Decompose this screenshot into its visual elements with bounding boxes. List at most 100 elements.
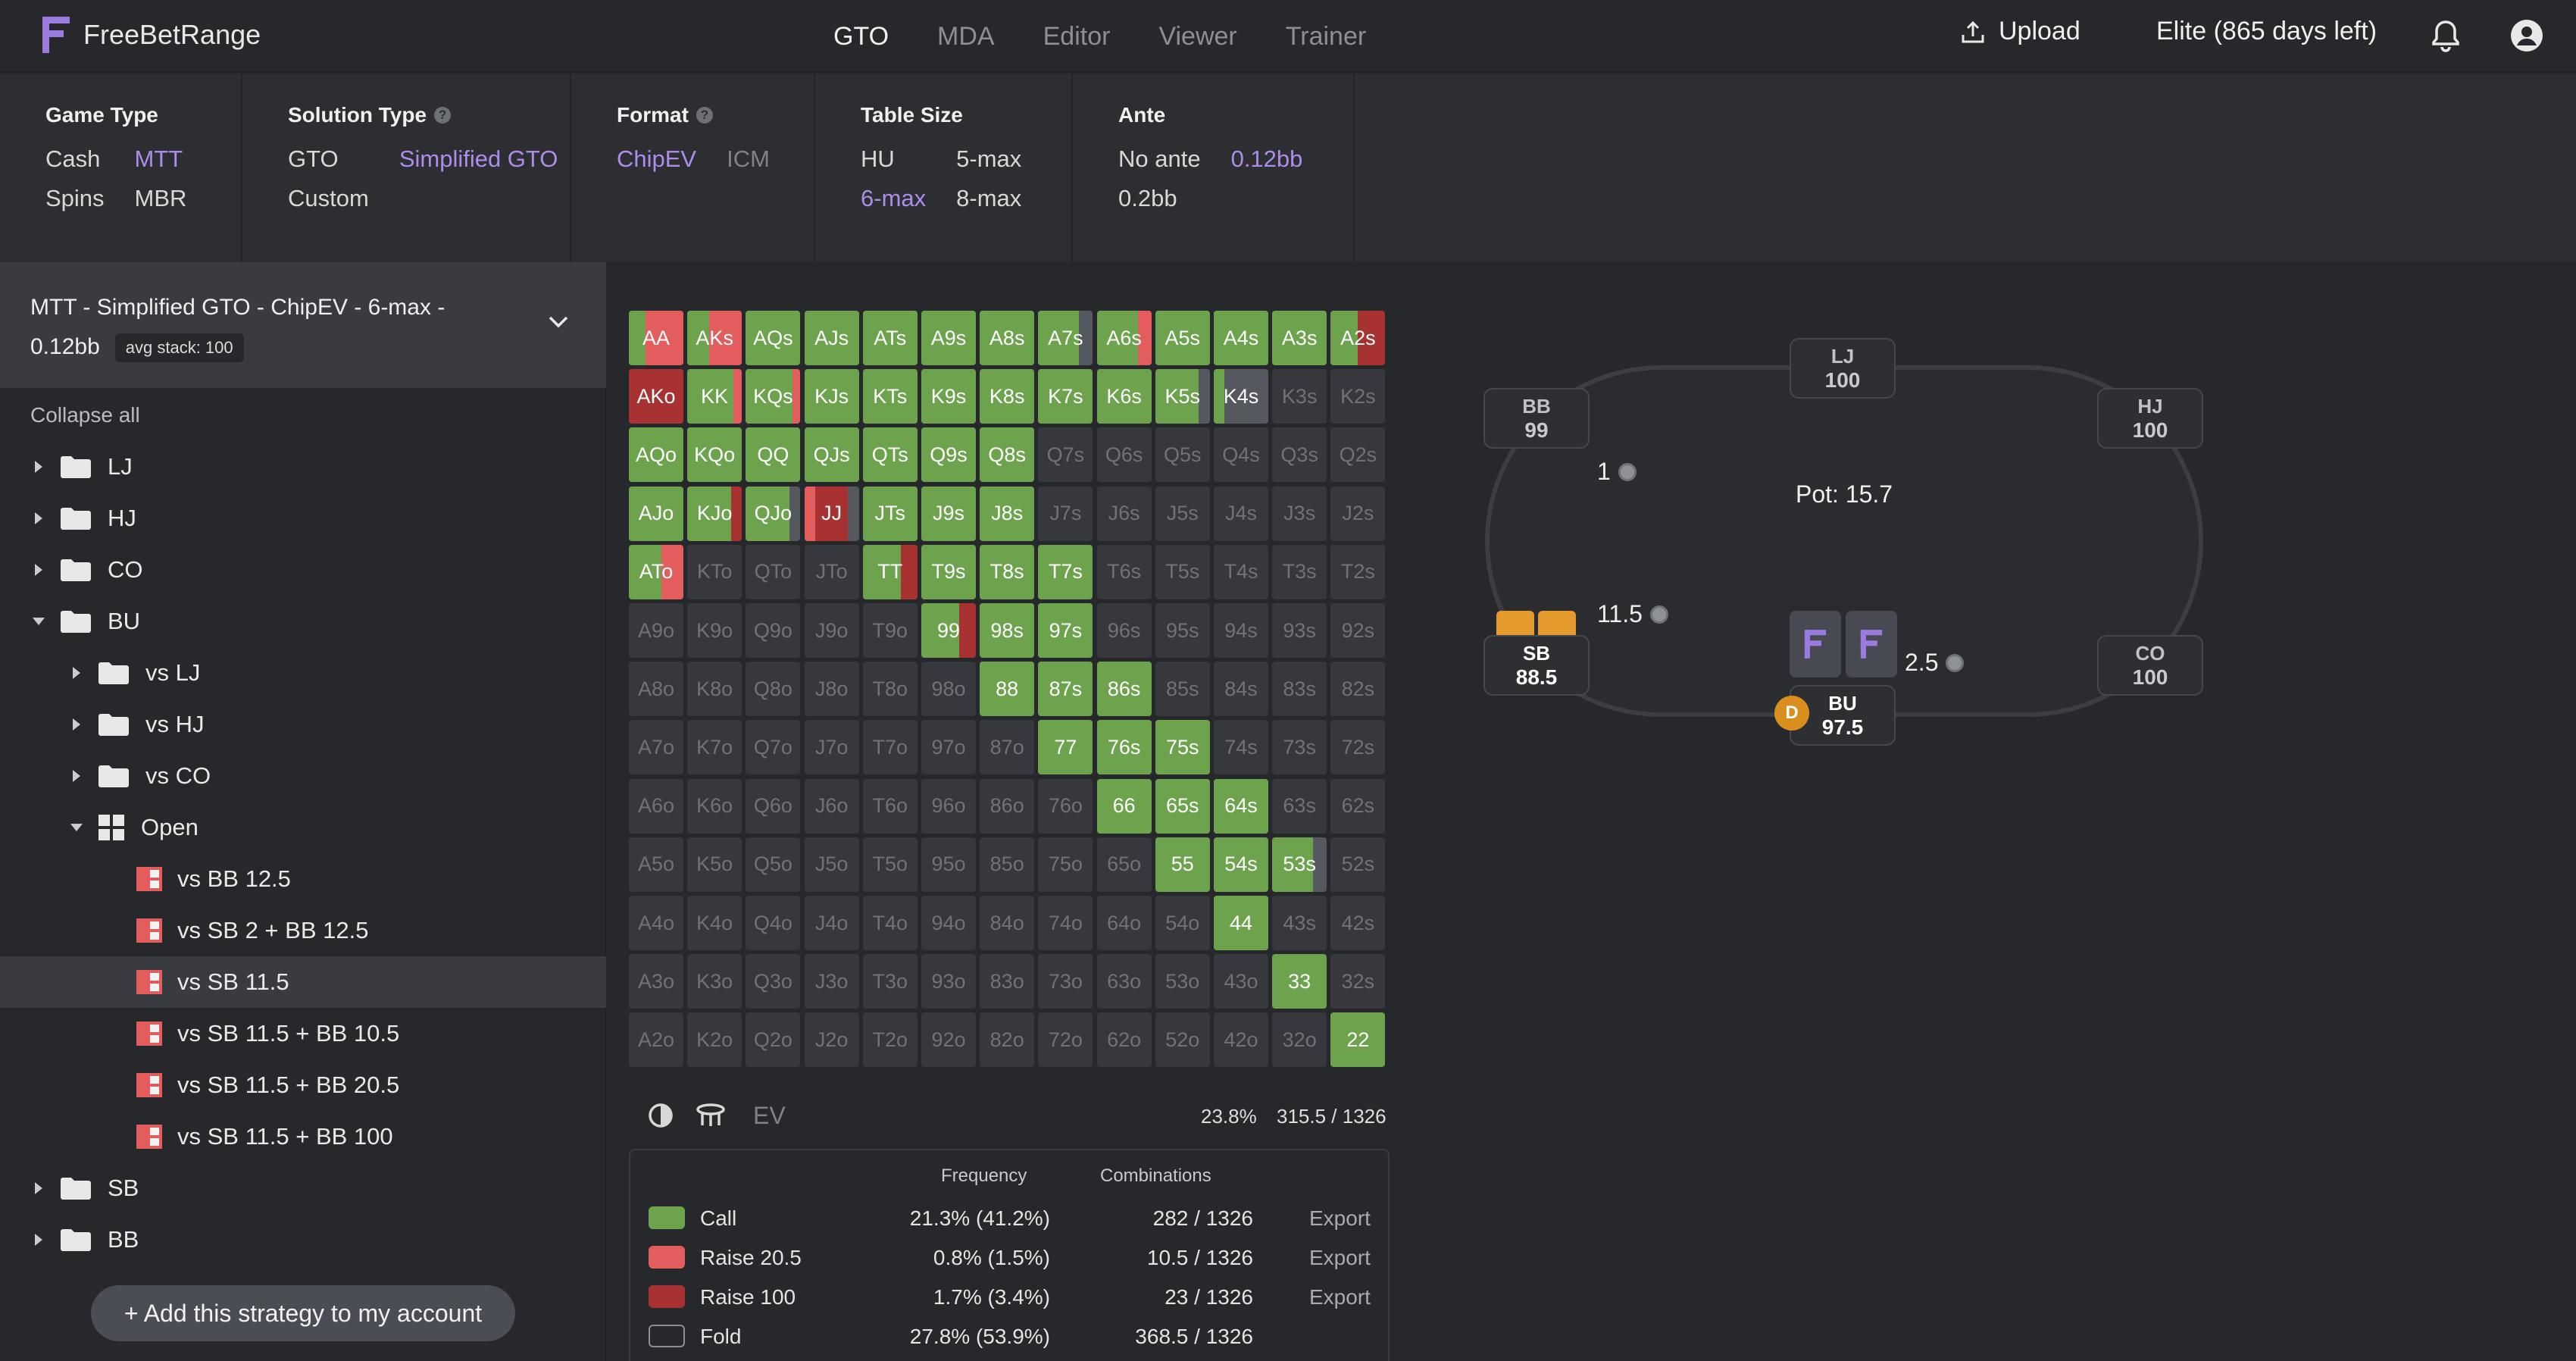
tree-node-vs-sb-11-5-bb-100[interactable]: vs SB 11.5 + BB 100 — [0, 1111, 606, 1162]
hand-cell-92o[interactable]: 92o — [921, 1012, 976, 1068]
hand-cell-a3s[interactable]: A3s — [1272, 311, 1327, 365]
hand-cell-k5s[interactable]: K5s — [1155, 369, 1210, 424]
hand-cell-32s[interactable]: 32s — [1330, 954, 1386, 1009]
hand-cell-82o[interactable]: 82o — [980, 1012, 1035, 1068]
hand-cell-62o[interactable]: 62o — [1096, 1012, 1152, 1068]
nav-mda[interactable]: MDA — [937, 21, 995, 51]
hand-cell-ajs[interactable]: AJs — [804, 311, 859, 365]
hand-cell-t9s[interactable]: T9s — [921, 544, 976, 599]
export-button[interactable]: Export — [1309, 1246, 1371, 1269]
user-icon[interactable] — [2509, 18, 2544, 53]
hand-cell-k9o[interactable]: K9o — [687, 603, 742, 658]
hand-cell-t5s[interactable]: T5s — [1155, 544, 1210, 599]
hand-cell-k6s[interactable]: K6s — [1096, 369, 1152, 424]
seat-bu[interactable]: BU 97.5 — [1790, 685, 1896, 746]
hand-cell-k5o[interactable]: K5o — [687, 837, 742, 892]
hand-cell-a9s[interactable]: A9s — [921, 311, 976, 365]
hand-cell-k3o[interactable]: K3o — [687, 954, 742, 1009]
hand-cell-qjs[interactable]: QJs — [804, 427, 859, 483]
hand-cell-j5o[interactable]: J5o — [804, 837, 859, 892]
hand-cell-96s[interactable]: 96s — [1096, 603, 1152, 658]
hand-cell-95s[interactable]: 95s — [1155, 603, 1210, 658]
option-ante-02[interactable]: 0.2bb — [1118, 185, 1177, 211]
option-ante-012[interactable]: 0.12bb — [1230, 145, 1303, 172]
nav-viewer[interactable]: Viewer — [1158, 21, 1237, 51]
hand-cell-j7o[interactable]: J7o — [804, 720, 859, 775]
hand-cell-q2s[interactable]: Q2s — [1330, 427, 1386, 483]
hand-cell-a6s[interactable]: A6s — [1096, 311, 1152, 365]
hand-cell-k3s[interactable]: K3s — [1272, 369, 1327, 424]
hand-cell-a5o[interactable]: A5o — [629, 837, 683, 892]
seat-lj[interactable]: LJ 100 — [1790, 338, 1896, 399]
hand-cell-76s[interactable]: 76s — [1096, 720, 1152, 775]
hand-cell-qts[interactable]: QTs — [862, 427, 918, 483]
nav-trainer[interactable]: Trainer — [1285, 21, 1367, 51]
hand-cell-kto[interactable]: KTo — [687, 544, 742, 599]
help-icon[interactable]: ? — [696, 107, 713, 124]
plan-status[interactable]: Elite (865 days left) — [2156, 17, 2377, 45]
hand-cell-53o[interactable]: 53o — [1155, 954, 1210, 1009]
hand-cell-j6s[interactable]: J6s — [1096, 486, 1152, 541]
hand-cell-73o[interactable]: 73o — [1038, 954, 1093, 1009]
hand-cell-54s[interactable]: 54s — [1214, 837, 1268, 892]
hand-cell-aa[interactable]: AA — [629, 311, 683, 365]
hand-cell-q7o[interactable]: Q7o — [746, 720, 801, 775]
hand-cell-92s[interactable]: 92s — [1330, 603, 1386, 658]
action-swatch[interactable] — [649, 1206, 685, 1229]
hand-cell-kk[interactable]: KK — [687, 369, 742, 424]
chevron-down-icon[interactable] — [547, 314, 570, 329]
tree-node-vs-co[interactable]: vs CO — [0, 750, 606, 802]
hand-cell-q4s[interactable]: Q4s — [1214, 427, 1268, 483]
hand-cell-q8o[interactable]: Q8o — [746, 662, 801, 717]
hand-cell-j4s[interactable]: J4s — [1214, 486, 1268, 541]
hand-cell-qto[interactable]: QTo — [746, 544, 801, 599]
export-button[interactable]: Export — [1309, 1285, 1371, 1309]
hand-cell-98s[interactable]: 98s — [980, 603, 1035, 658]
hand-cell-a8s[interactable]: A8s — [980, 311, 1035, 365]
tree-node-open[interactable]: Open — [0, 802, 606, 853]
hand-cell-55[interactable]: 55 — [1155, 837, 1210, 892]
hand-cell-72s[interactable]: 72s — [1330, 720, 1386, 775]
tree-node-vs-sb-11-5[interactable]: vs SB 11.5 — [0, 956, 606, 1008]
hand-cell-88[interactable]: 88 — [980, 662, 1035, 717]
hand-cell-62s[interactable]: 62s — [1330, 778, 1386, 834]
hand-cell-93o[interactable]: 93o — [921, 954, 976, 1009]
hand-cell-q6o[interactable]: Q6o — [746, 778, 801, 834]
hand-cell-q3s[interactable]: Q3s — [1272, 427, 1327, 483]
hand-cell-k2s[interactable]: K2s — [1330, 369, 1386, 424]
hand-cell-74o[interactable]: 74o — [1038, 896, 1093, 950]
hand-cell-52s[interactable]: 52s — [1330, 837, 1386, 892]
caret-right-icon[interactable] — [68, 665, 85, 681]
action-swatch[interactable] — [649, 1325, 685, 1347]
tree-node-vs-sb-11-5-bb-20-5[interactable]: vs SB 11.5 + BB 20.5 — [0, 1059, 606, 1111]
tree-node-bb[interactable]: BB — [0, 1214, 606, 1266]
hand-cell-82s[interactable]: 82s — [1330, 662, 1386, 717]
hand-cell-t6s[interactable]: T6s — [1096, 544, 1152, 599]
tree-node-vs-hj[interactable]: vs HJ — [0, 699, 606, 750]
hand-cell-43o[interactable]: 43o — [1214, 954, 1268, 1009]
caret-right-icon[interactable] — [68, 768, 85, 784]
option-gto[interactable]: GTO — [288, 145, 339, 172]
contrast-icon[interactable] — [647, 1102, 674, 1129]
caret-down-icon[interactable] — [30, 613, 47, 630]
hand-cell-qjo[interactable]: QJo — [746, 486, 801, 541]
hand-cell-j8s[interactable]: J8s — [980, 486, 1035, 541]
hand-cell-77[interactable]: 77 — [1038, 720, 1093, 775]
hand-cell-q5o[interactable]: Q5o — [746, 837, 801, 892]
hand-cell-q9o[interactable]: Q9o — [746, 603, 801, 658]
nav-gto[interactable]: GTO — [833, 21, 889, 51]
upload-button[interactable]: Upload — [1959, 17, 2080, 46]
hand-cell-22[interactable]: 22 — [1330, 1012, 1386, 1068]
hand-cell-a8o[interactable]: A8o — [629, 662, 683, 717]
option-no-ante[interactable]: No ante — [1118, 145, 1201, 172]
ev-toggle[interactable]: EV — [753, 1102, 786, 1129]
caret-right-icon[interactable] — [30, 458, 47, 475]
action-swatch[interactable] — [649, 1246, 685, 1269]
add-strategy-button[interactable]: + Add this strategy to my account — [91, 1285, 515, 1341]
hand-cell-jto[interactable]: JTo — [804, 544, 859, 599]
hand-cell-t9o[interactable]: T9o — [862, 603, 918, 658]
hand-cell-72o[interactable]: 72o — [1038, 1012, 1093, 1068]
hand-cell-tt[interactable]: TT — [862, 544, 918, 599]
hand-cell-t3s[interactable]: T3s — [1272, 544, 1327, 599]
hand-cell-t3o[interactable]: T3o — [862, 954, 918, 1009]
